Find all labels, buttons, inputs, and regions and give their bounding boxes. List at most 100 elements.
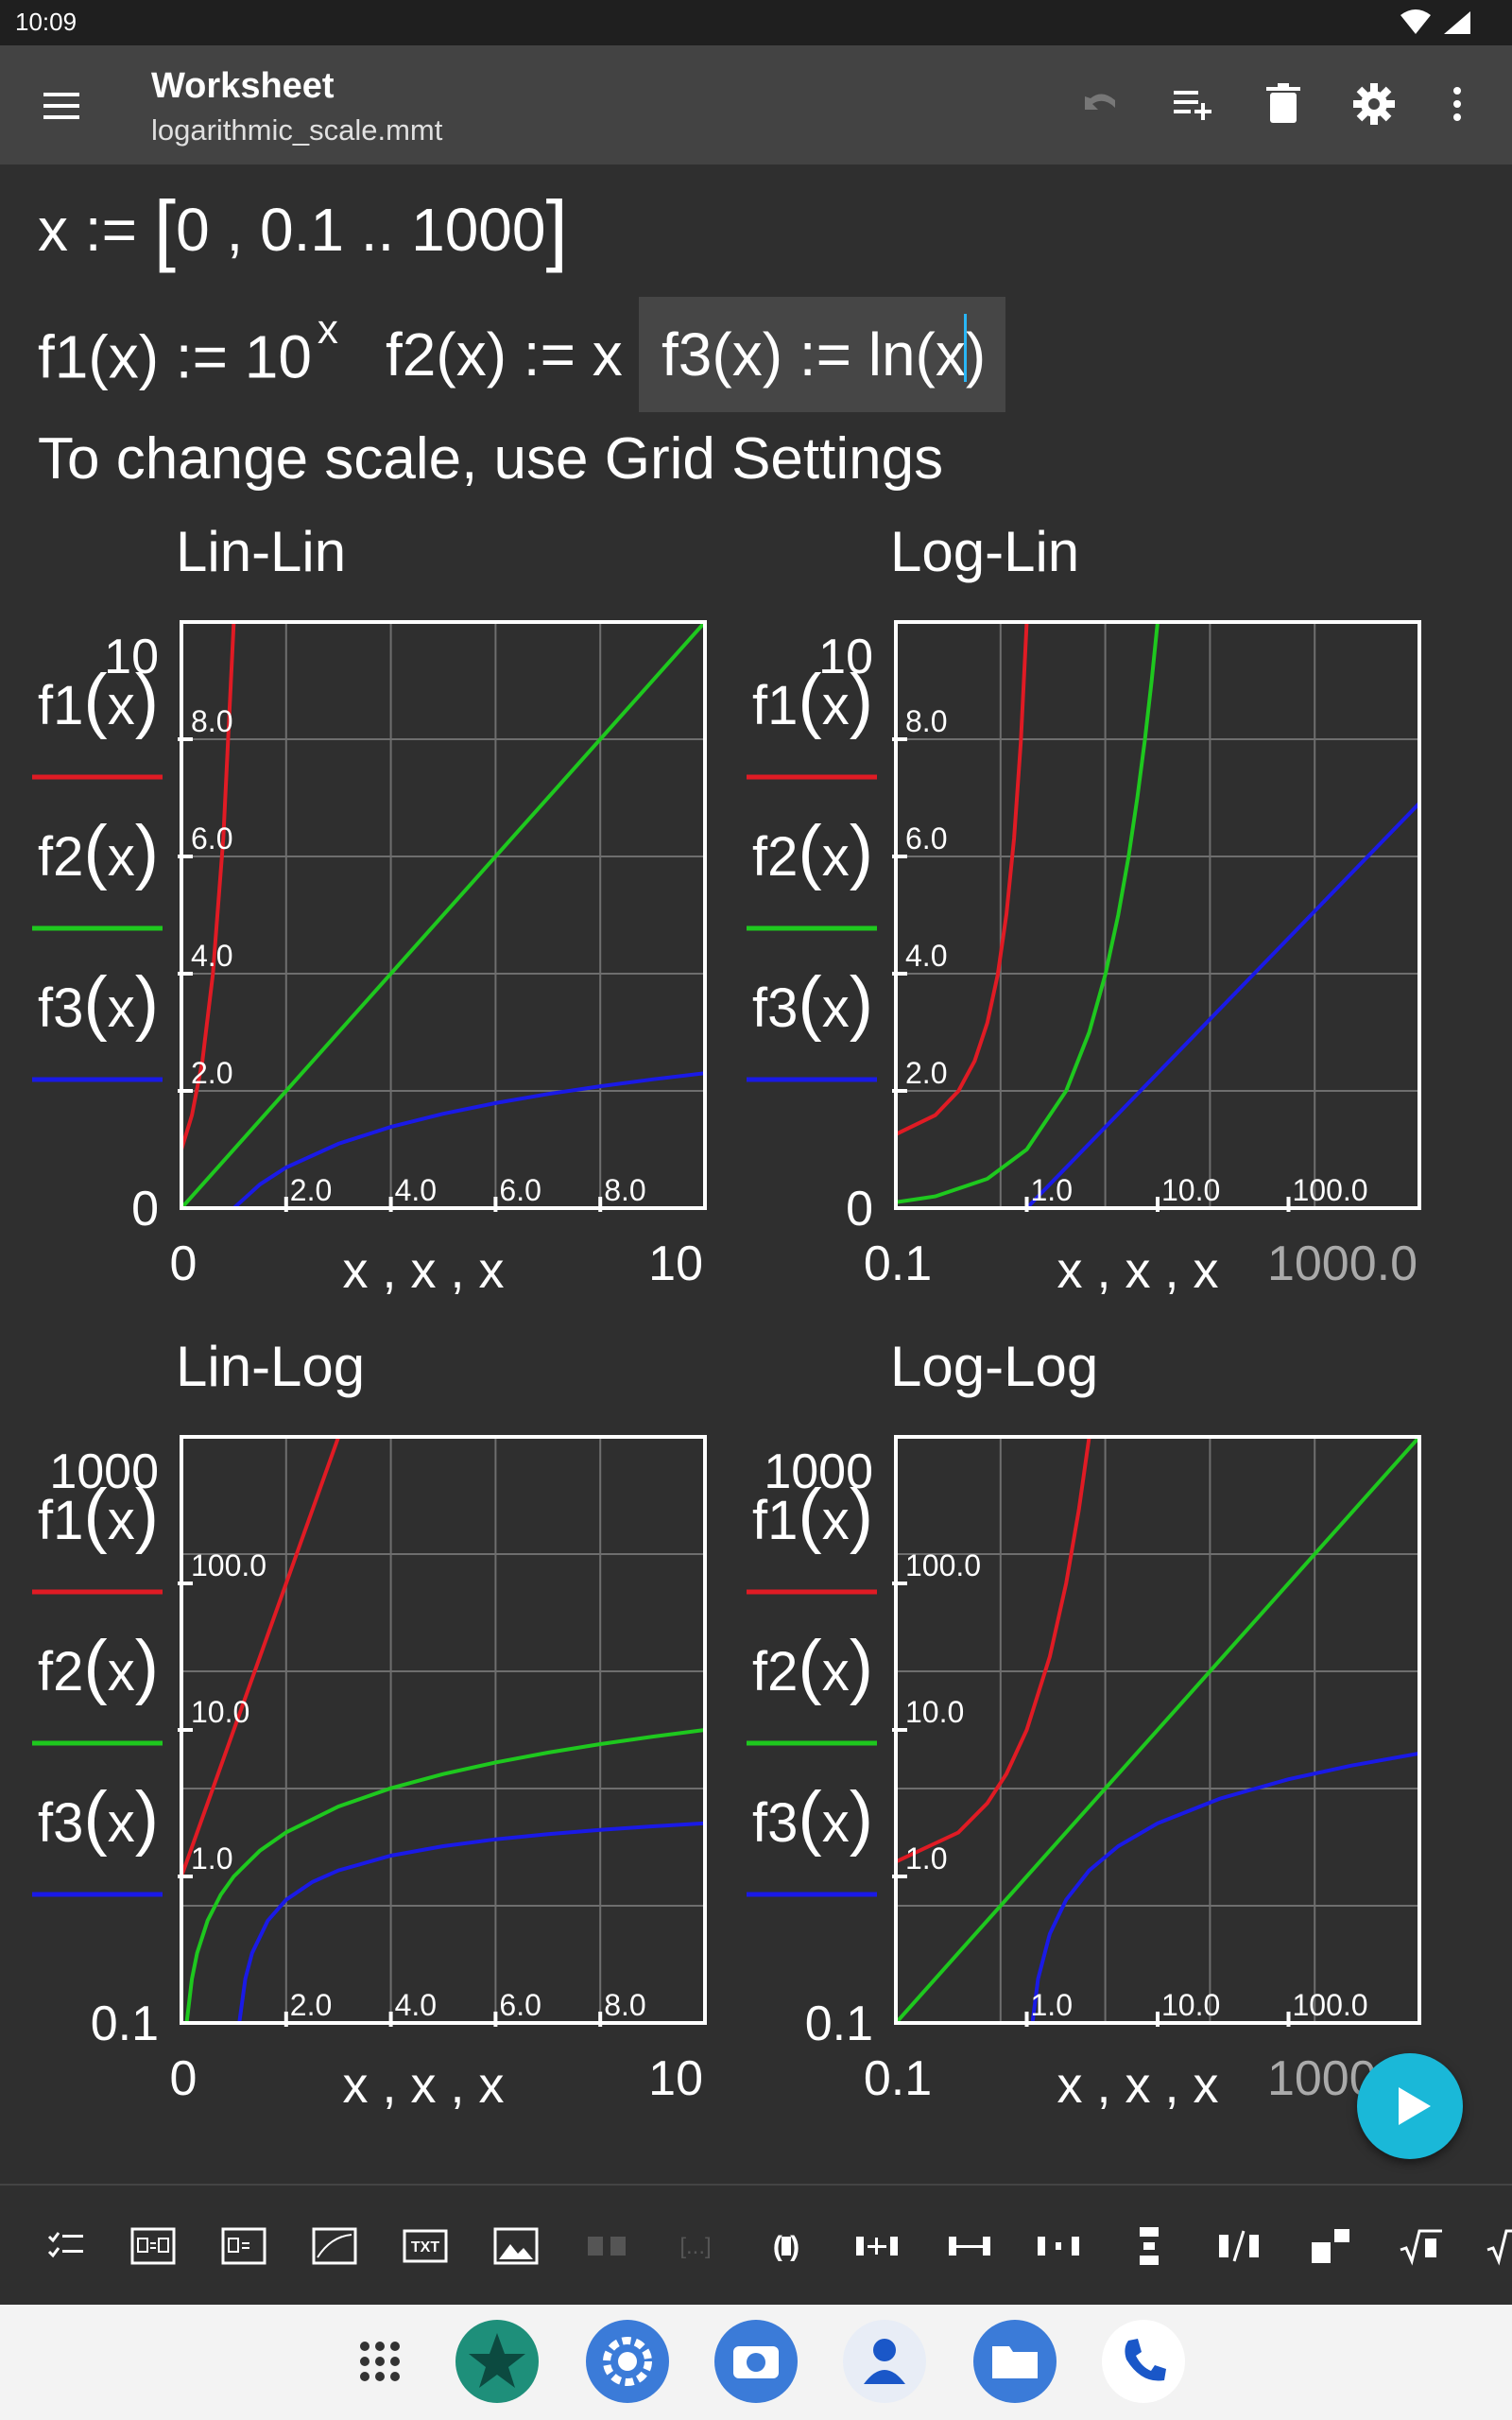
range-icon: [...] [679, 2234, 711, 2259]
settings-icon[interactable] [1346, 76, 1402, 132]
legend-label-f1: f1(x) [38, 660, 159, 740]
fraction-icon[interactable] [1211, 2218, 1268, 2274]
legend-label-f3: f3(x) [752, 1777, 873, 1858]
f3-lhs: f3(x) := ln [662, 320, 916, 389]
series-line-f1 [181, 622, 236, 1150]
legend-label-f2: f2(x) [752, 1626, 873, 1706]
series-line-f3 [232, 1071, 705, 1208]
series-line-f2 [896, 1437, 1419, 2023]
series-line-f1 [896, 1437, 1091, 1864]
apps-icon[interactable] [336, 2318, 423, 2405]
right-bracket: ] [545, 184, 568, 273]
plot-log-log[interactable]: Log-Log 1.0 10.0 100.0 1.0 10.0 100.0 1000 0.10.… [714, 1339, 1470, 2114]
range-icon-label: [...] [679, 2234, 711, 2259]
x-min-label: 0.1 [864, 1236, 932, 1291]
y-tick-label: 10.0 [191, 1695, 249, 1729]
plot-log-lin[interactable]: Log-Lin 1.0 10.0 100.0 2.0 4.0 6.0 8.0 10 00.1 100… [714, 524, 1470, 1299]
power-icon[interactable] [1302, 2218, 1359, 2274]
text-icon[interactable]: TXT [397, 2218, 454, 2274]
y-max-label: 10 [104, 630, 159, 684]
series-line-f2 [184, 1728, 705, 2023]
insert-row-icon[interactable] [941, 2218, 998, 2274]
split-columns-icon[interactable] [1030, 2218, 1087, 2274]
f3-definition[interactable]: f3(x) := ln(x) [662, 320, 986, 389]
legend-label-f1: f1(x) [752, 1475, 873, 1555]
series-line-f1 [181, 1437, 341, 1877]
series-line-f2 [896, 622, 1160, 1204]
status-bar: 10:09 [0, 0, 1512, 45]
x-tick-label: 6.0 [499, 1988, 541, 2022]
range-definition[interactable]: x := [0 , 0.1 .. 1000] [38, 183, 568, 275]
sqrt-icon[interactable] [1393, 2218, 1450, 2274]
y-min-label: 0 [131, 1182, 159, 1236]
range-values: 0 , 0.1 .. 1000 [176, 196, 546, 264]
y-min-label: 0.1 [805, 1996, 873, 2051]
equation-block-icon[interactable] [125, 2218, 181, 2274]
selected-formula-box[interactable] [639, 297, 1005, 412]
f2-definition[interactable]: f2(x) := x [386, 320, 623, 389]
run-button[interactable] [1357, 2053, 1463, 2159]
y-tick-label: 6.0 [905, 821, 947, 856]
cell-signal-icon [1444, 11, 1470, 34]
contacts-app-icon[interactable] [841, 2318, 928, 2405]
f1-exponent: x [317, 306, 338, 353]
insert-column-icon[interactable] [849, 2218, 905, 2274]
app-star-icon[interactable] [454, 2318, 541, 2405]
more-vert-icon[interactable] [1429, 76, 1486, 132]
plot-frame [894, 620, 1421, 1210]
add-list-icon[interactable] [1164, 76, 1221, 132]
dock-bar [0, 2305, 1512, 2420]
equation-def-icon[interactable] [215, 2218, 272, 2274]
x-max-label: 1000.0 [1267, 1236, 1418, 1291]
series-line-f2 [181, 622, 705, 1208]
x-tick-label: 4.0 [395, 1173, 437, 1207]
stack-rows-icon[interactable] [1121, 2218, 1177, 2274]
plot-icon[interactable] [306, 2218, 363, 2274]
assign-op: := [68, 196, 154, 264]
y-max-label: 1000 [49, 1444, 159, 1499]
y-tick-label: 1.0 [191, 1841, 232, 1876]
legend-label-f1: f1(x) [38, 1475, 159, 1555]
x-axis-label: x , x , x [1057, 1242, 1218, 1299]
phone-app-icon[interactable] [1100, 2318, 1187, 2405]
series-line-f3 [1025, 802, 1419, 1208]
f1-definition[interactable]: f1(x) := 10 x [38, 306, 338, 391]
x-tick-label: 4.0 [395, 1988, 437, 2022]
settings-app-icon[interactable] [584, 2318, 671, 2405]
delete-icon[interactable] [1255, 76, 1312, 132]
y-tick-label: 2.0 [905, 1056, 947, 1090]
camera-app-icon[interactable] [713, 2318, 799, 2405]
image-icon[interactable] [488, 2218, 544, 2274]
x-axis-label: x , x , x [1057, 2057, 1218, 2114]
series-group [181, 622, 705, 1208]
x-tick-label: 1.0 [1031, 1988, 1073, 2022]
x-axis-label: x , x , x [342, 1242, 504, 1299]
x-min-label: 0.1 [864, 2051, 932, 2106]
plot-lin-log[interactable]: Lin-Log 2.0 4.0 6.0 8.0 1.0 10.0 100.0 1000 0.10 1… [0, 1339, 756, 2114]
wifi-icon [1400, 9, 1431, 34]
x-max-label: 10 [648, 1236, 703, 1291]
chart-title: Log-Lin [890, 524, 1079, 583]
series-group [896, 622, 1419, 1208]
nth-root-icon[interactable] [1480, 2218, 1512, 2274]
y-min-label: 0.1 [91, 1996, 159, 2051]
x-tick-label: 8.0 [604, 1988, 645, 2022]
undo-icon[interactable] [1074, 76, 1130, 132]
series-group [896, 1437, 1419, 2023]
menu-icon[interactable] [38, 81, 87, 130]
formula-toolbar: TXT [...] ( ) [0, 2184, 1512, 2307]
app-bar: Worksheet logarithmic_scale.mmt [0, 45, 1512, 164]
y-max-label: 10 [818, 630, 873, 684]
f3-lparen: ( [915, 320, 936, 389]
legend-label-f3: f3(x) [752, 962, 873, 1043]
worksheet[interactable]: x := [0 , 0.1 .. 1000] f1(x) := 10 x f2(x… [0, 164, 1512, 2184]
y-tick-label: 4.0 [905, 939, 947, 973]
app-title: Worksheet [151, 66, 335, 106]
parentheses-icon[interactable]: ( ) [758, 2218, 815, 2274]
y-tick-label: 2.0 [191, 1056, 232, 1090]
files-app-icon[interactable] [971, 2318, 1058, 2405]
y-tick-label: 100.0 [191, 1548, 266, 1582]
pair-icon [588, 2237, 626, 2256]
checklist-icon[interactable] [38, 2218, 94, 2274]
